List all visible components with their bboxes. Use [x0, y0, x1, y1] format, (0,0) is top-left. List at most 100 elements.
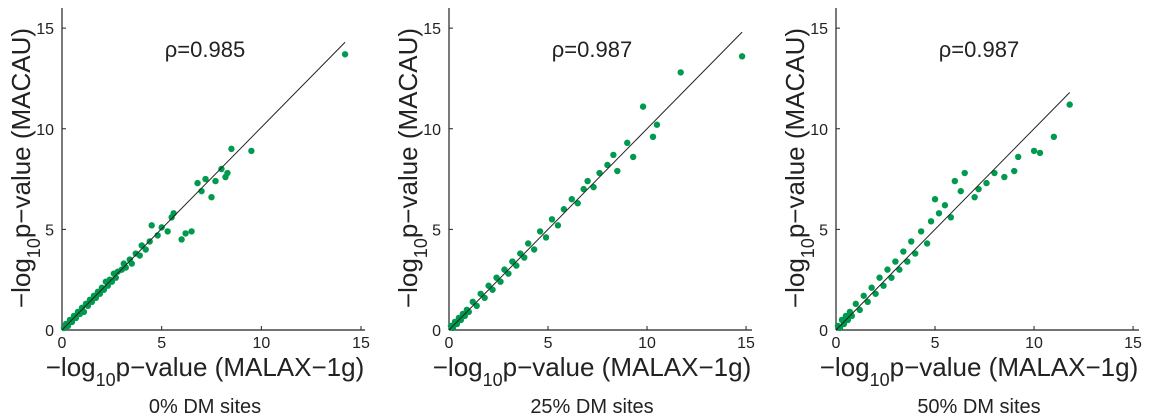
point	[465, 308, 473, 316]
y-axis-label: −log10p−value (MACAU)	[393, 28, 431, 308]
point	[68, 318, 76, 326]
y-tick-label: 5	[819, 222, 828, 239]
point	[477, 290, 484, 297]
point	[975, 185, 982, 193]
label-part: p−value (MALAX−1g)	[116, 352, 365, 382]
point	[100, 286, 108, 293]
point	[1001, 173, 1008, 181]
point	[489, 286, 496, 293]
y-axis-label: −log10p−value (MACAU)	[780, 28, 818, 308]
label-part: p−value (MACAU)	[780, 28, 810, 238]
point	[142, 246, 149, 253]
point	[590, 183, 597, 191]
point	[96, 290, 104, 297]
point	[92, 294, 100, 301]
label-part: p−value (MALAX−1g)	[503, 352, 752, 382]
point	[72, 314, 80, 322]
point	[505, 270, 512, 277]
label-part: −log	[780, 258, 810, 308]
point	[521, 254, 528, 261]
caption: 0% DM sites	[149, 396, 261, 418]
point	[1050, 133, 1058, 140]
y-tick-label: 0	[819, 323, 828, 340]
y-tick-label: 0	[432, 323, 441, 340]
point	[108, 278, 116, 285]
fit-line	[61, 41, 346, 331]
point	[122, 264, 129, 271]
x-axis-label: −log10p−value (MALAX−1g)	[820, 352, 1139, 390]
label-part: −log	[820, 352, 870, 382]
point	[852, 300, 860, 308]
point	[501, 266, 508, 273]
x-tick-label: 15	[737, 335, 755, 352]
point	[961, 169, 968, 177]
point	[228, 145, 235, 153]
label-subscript: 10	[411, 238, 431, 258]
point	[848, 312, 856, 320]
point	[148, 222, 155, 229]
label-part: p−value (MACAU)	[6, 28, 36, 238]
point	[513, 262, 520, 269]
point	[128, 260, 135, 267]
label-subscript: 10	[483, 370, 503, 390]
point	[649, 133, 657, 140]
point	[536, 228, 544, 235]
point	[158, 224, 165, 231]
point	[1066, 101, 1073, 108]
point	[872, 290, 879, 297]
point	[481, 294, 488, 301]
point	[453, 320, 461, 328]
point	[904, 258, 911, 265]
point	[844, 316, 852, 324]
label-part: −log	[433, 352, 483, 382]
x-tick-label: 0	[445, 335, 454, 352]
label-part: −log	[393, 258, 423, 308]
point	[530, 246, 538, 253]
fit-line	[835, 92, 1071, 331]
x-axis-label: −log10p−value (MALAX−1g)	[433, 352, 752, 390]
point	[64, 322, 72, 330]
point	[104, 282, 112, 289]
point	[457, 316, 465, 324]
point	[864, 298, 871, 306]
x-tick-label: 5	[157, 335, 166, 352]
fit-line	[448, 31, 743, 331]
point	[560, 206, 568, 213]
point	[917, 228, 925, 235]
point	[610, 151, 617, 159]
point	[580, 185, 587, 193]
point	[1011, 167, 1018, 175]
point	[170, 210, 177, 217]
point	[677, 69, 684, 76]
point	[218, 165, 225, 173]
point	[912, 250, 919, 257]
point	[84, 302, 92, 310]
point	[935, 210, 943, 217]
point	[493, 274, 500, 281]
point	[469, 298, 476, 306]
x-tick-label: 10	[1025, 335, 1043, 352]
point	[208, 193, 215, 201]
point	[554, 222, 562, 229]
point	[947, 214, 955, 221]
x-tick-label: 5	[931, 335, 940, 352]
label-part: −log	[46, 352, 96, 382]
label-subscript: 10	[96, 370, 116, 390]
caption: 25% DM sites	[530, 396, 653, 418]
y-tick-label: 15	[810, 21, 828, 38]
point	[896, 266, 903, 273]
label-subscript: 10	[798, 238, 818, 258]
point	[604, 161, 611, 169]
point	[449, 324, 457, 332]
y-tick-label: 5	[45, 222, 54, 239]
point	[892, 258, 899, 265]
point	[1030, 147, 1038, 155]
point	[188, 228, 195, 235]
point	[1036, 149, 1044, 157]
point	[840, 320, 848, 328]
point	[983, 179, 990, 187]
